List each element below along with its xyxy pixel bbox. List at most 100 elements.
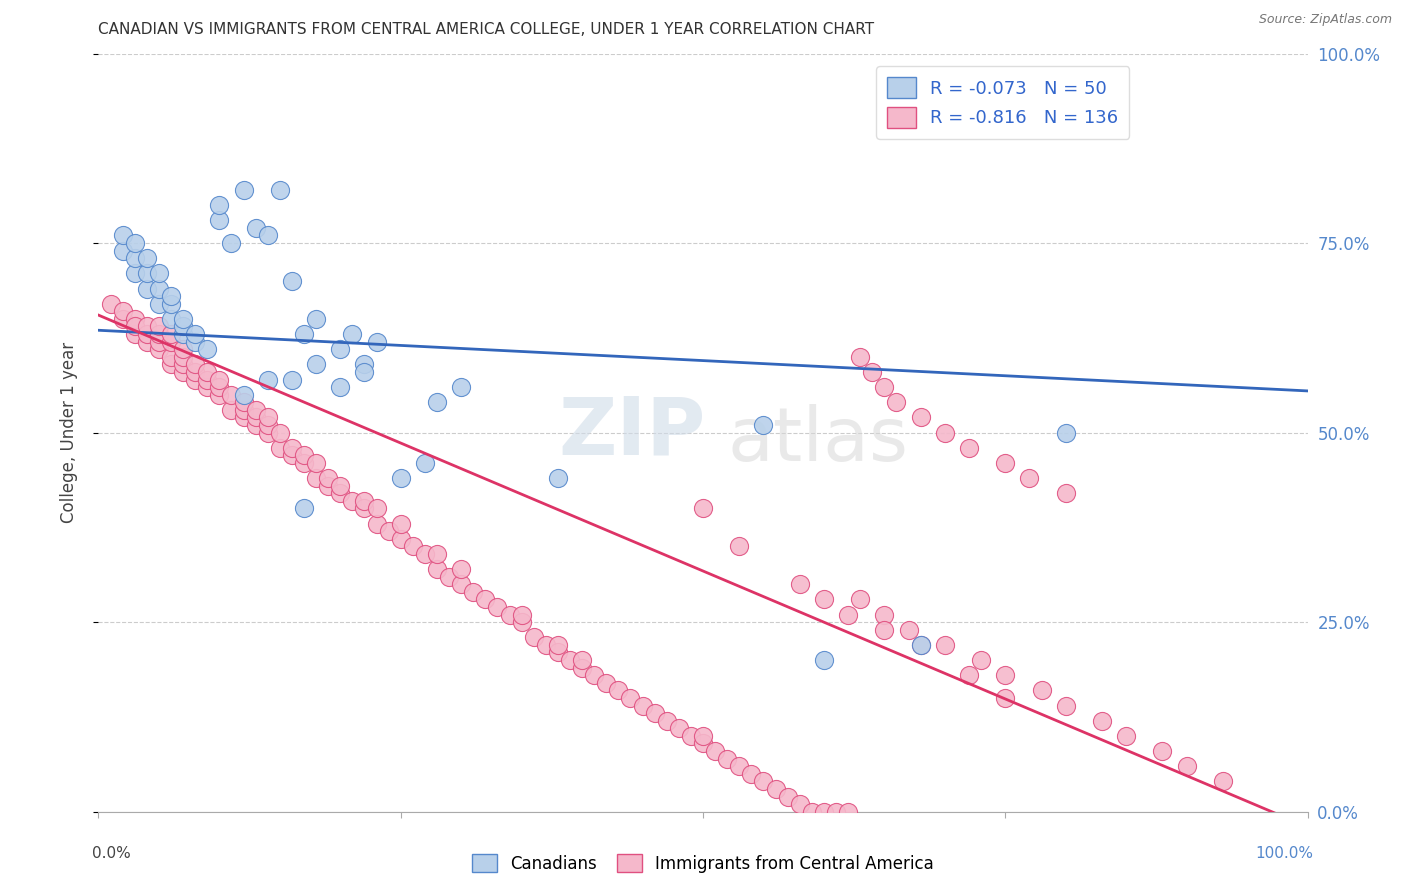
Point xyxy=(366,334,388,349)
Point xyxy=(813,653,835,667)
Point xyxy=(957,668,980,682)
Point xyxy=(426,547,449,561)
Point xyxy=(232,387,254,401)
Point xyxy=(184,373,207,387)
Text: Source: ZipAtlas.com: Source: ZipAtlas.com xyxy=(1258,13,1392,27)
Y-axis label: College, Under 1 year: College, Under 1 year xyxy=(59,342,77,524)
Point xyxy=(366,501,388,516)
Point xyxy=(728,759,751,773)
Point xyxy=(377,524,399,539)
Point xyxy=(595,676,617,690)
Point xyxy=(172,343,194,357)
Point xyxy=(148,334,170,349)
Point xyxy=(631,698,654,713)
Point xyxy=(837,607,859,622)
Text: 0.0%: 0.0% xyxy=(93,846,131,861)
Point xyxy=(292,456,315,470)
Point xyxy=(148,327,170,342)
Point xyxy=(111,244,134,258)
Point xyxy=(292,501,315,516)
Point xyxy=(100,297,122,311)
Point xyxy=(994,691,1017,706)
Point xyxy=(281,274,304,288)
Point xyxy=(232,403,254,417)
Point xyxy=(607,683,630,698)
Point xyxy=(221,403,243,417)
Point xyxy=(776,789,799,804)
Point xyxy=(111,228,134,243)
Point xyxy=(281,373,304,387)
Point xyxy=(789,797,811,812)
Point xyxy=(172,319,194,334)
Point xyxy=(160,358,183,372)
Point xyxy=(752,774,775,789)
Point xyxy=(232,395,254,409)
Point xyxy=(208,387,231,401)
Point xyxy=(256,417,278,433)
Point xyxy=(437,570,460,584)
Point xyxy=(148,297,170,311)
Point xyxy=(825,805,848,819)
Point xyxy=(619,691,641,706)
Point xyxy=(148,282,170,296)
Legend: Canadians, Immigrants from Central America: Canadians, Immigrants from Central Ameri… xyxy=(465,847,941,880)
Legend: R = -0.073   N = 50, R = -0.816   N = 136: R = -0.073 N = 50, R = -0.816 N = 136 xyxy=(876,66,1129,139)
Point xyxy=(789,577,811,591)
Point xyxy=(329,343,352,357)
Point xyxy=(245,417,267,433)
Point xyxy=(873,380,896,394)
Point xyxy=(934,638,956,652)
Point xyxy=(353,501,375,516)
Point xyxy=(353,365,375,379)
Point xyxy=(523,630,546,644)
Text: CANADIAN VS IMMIGRANTS FROM CENTRAL AMERICA COLLEGE, UNDER 1 YEAR CORRELATION CH: CANADIAN VS IMMIGRANTS FROM CENTRAL AMER… xyxy=(98,22,875,37)
Point xyxy=(353,494,375,508)
Point xyxy=(184,334,207,349)
Point xyxy=(172,350,194,364)
Point xyxy=(256,410,278,425)
Point xyxy=(160,334,183,349)
Point xyxy=(135,267,157,281)
Point xyxy=(583,668,606,682)
Point xyxy=(463,585,485,599)
Point xyxy=(172,327,194,342)
Point xyxy=(135,252,157,266)
Point xyxy=(571,660,593,675)
Point xyxy=(124,312,146,326)
Point xyxy=(184,327,207,342)
Point xyxy=(305,358,328,372)
Point xyxy=(498,607,520,622)
Point xyxy=(655,714,678,728)
Point xyxy=(292,449,315,463)
Point xyxy=(245,403,267,417)
Point xyxy=(813,592,835,607)
Point xyxy=(124,267,146,281)
Point xyxy=(426,395,449,409)
Point xyxy=(305,456,328,470)
Point xyxy=(329,486,352,500)
Point xyxy=(389,471,412,485)
Point xyxy=(232,410,254,425)
Point xyxy=(426,562,449,576)
Point xyxy=(849,592,872,607)
Point xyxy=(148,319,170,334)
Point xyxy=(957,441,980,455)
Point xyxy=(269,425,291,440)
Text: 100.0%: 100.0% xyxy=(1256,846,1313,861)
Point xyxy=(329,380,352,394)
Text: atlas: atlas xyxy=(727,404,908,476)
Point xyxy=(160,312,183,326)
Point xyxy=(704,744,727,758)
Point xyxy=(547,646,569,660)
Point xyxy=(195,343,218,357)
Point xyxy=(195,380,218,394)
Point xyxy=(1091,714,1114,728)
Point xyxy=(860,365,883,379)
Point xyxy=(934,425,956,440)
Point xyxy=(970,653,993,667)
Point xyxy=(342,494,364,508)
Point xyxy=(910,638,932,652)
Point xyxy=(184,358,207,372)
Point xyxy=(716,751,738,765)
Point xyxy=(172,312,194,326)
